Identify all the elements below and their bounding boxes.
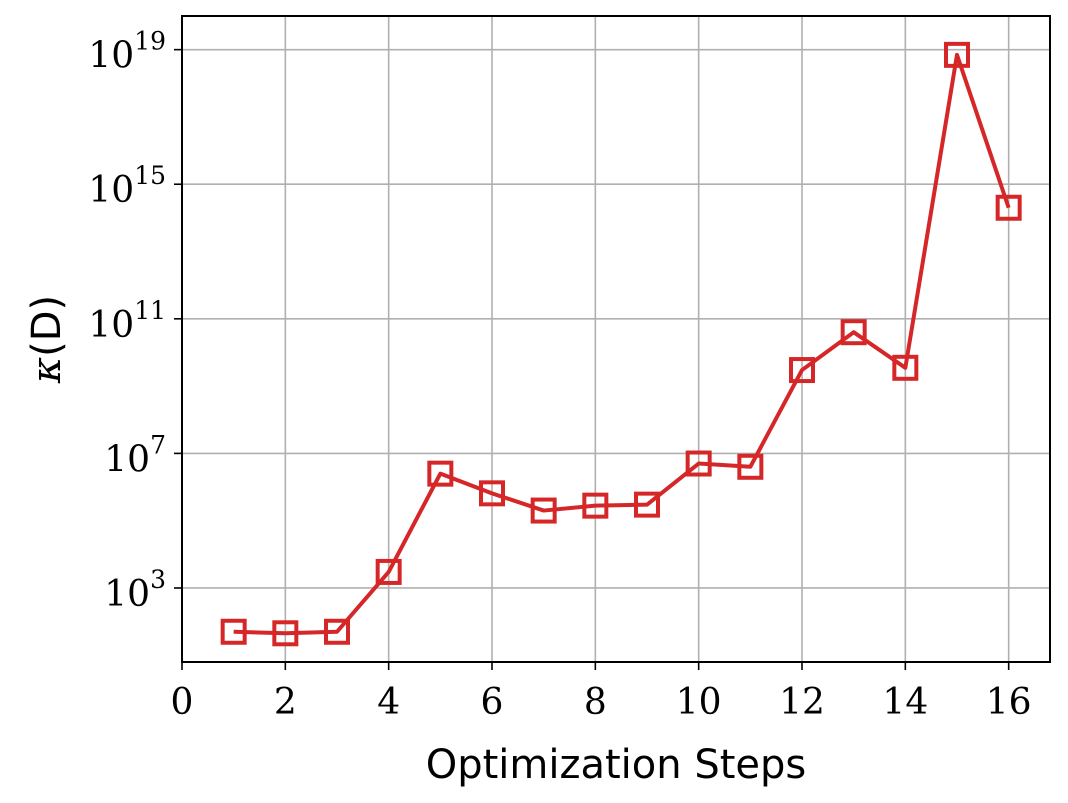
data-point-marker (530, 497, 557, 524)
y-axis-label-symbol: κ (24, 357, 70, 384)
y-tick-label: 103 (104, 565, 166, 615)
data-point-marker (324, 618, 350, 645)
x-tick-label: 10 (676, 682, 722, 723)
x-tick-label: 16 (986, 682, 1032, 723)
data-point-marker (634, 491, 660, 518)
y-tick-base: 10 (104, 574, 150, 615)
y-tick-label: 1019 (88, 27, 166, 77)
x-tick-label: 4 (377, 682, 400, 723)
series-line (233, 52, 1011, 636)
data-point-marker (944, 41, 970, 68)
data-point-marker (582, 492, 609, 519)
data-point-marker (892, 354, 919, 381)
grid (181, 16, 1050, 662)
y-tick-exponent: 19 (134, 27, 166, 56)
x-tick-label: 2 (274, 682, 297, 723)
y-axis-label: κ(D) (24, 295, 70, 384)
series-line-group (220, 41, 1022, 647)
x-tick-label: 0 (171, 682, 194, 723)
y-tick-label: 1015 (88, 161, 166, 211)
y-tick-base: 10 (88, 36, 134, 77)
x-axis-ticks: 0 2 4 6 8 10 12 14 16 (171, 662, 1032, 723)
y-tick-exponent: 3 (150, 565, 166, 594)
data-point-marker (220, 618, 247, 645)
data-point-marker (272, 620, 299, 647)
y-tick-label: 107 (104, 430, 166, 480)
y-tick-base: 10 (88, 305, 134, 346)
data-point-marker (840, 319, 867, 346)
data-point-marker (789, 357, 815, 384)
x-tick-label: 6 (481, 682, 504, 723)
data-point-marker (685, 450, 712, 477)
y-tick-exponent: 15 (134, 161, 166, 190)
data-point-marker (375, 558, 402, 585)
y-tick-label: 1011 (88, 296, 166, 346)
y-axis-label-arg: (D) (24, 295, 70, 357)
x-tick-label: 14 (882, 682, 928, 723)
x-tick-label: 12 (779, 682, 825, 723)
data-point-marker (427, 460, 454, 487)
y-tick-base: 10 (88, 170, 134, 211)
data-point-marker (995, 194, 1022, 221)
data-point-marker (737, 453, 764, 480)
x-tick-label: 8 (584, 682, 607, 723)
y-tick-base: 10 (104, 439, 150, 480)
x-axis-label: Optimization Steps (426, 742, 807, 788)
plot-frame (181, 15, 1051, 663)
data-point-marker (479, 480, 505, 507)
y-tick-exponent: 11 (134, 296, 166, 325)
y-tick-exponent: 7 (150, 430, 166, 459)
